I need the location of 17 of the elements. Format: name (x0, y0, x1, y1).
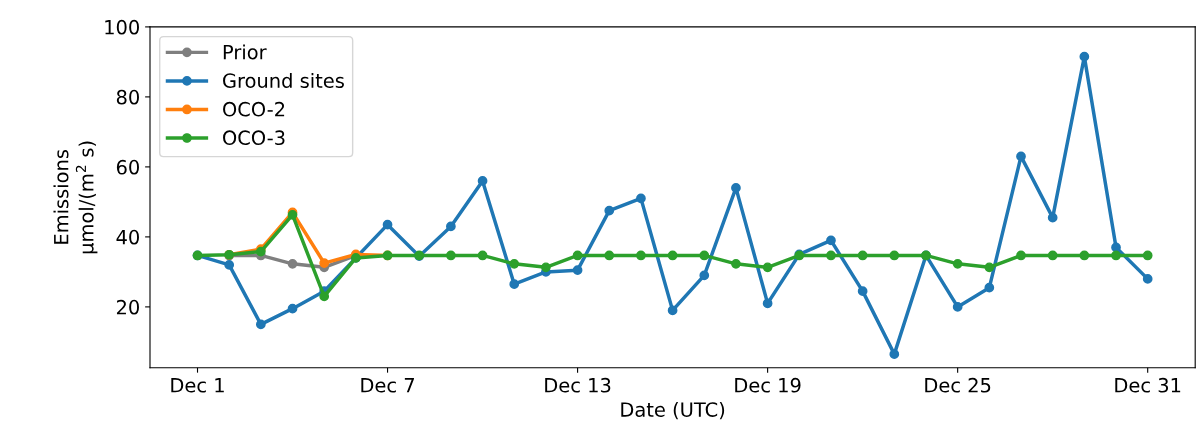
x-tick-label: Dec 13 (545, 377, 611, 393)
y-tick-label: 80 (116, 89, 139, 105)
x-tick-label: Dec 1 (171, 378, 224, 393)
y-tick-label: 100 (105, 19, 139, 35)
x-tick-label: Dec 25 (925, 377, 991, 393)
x-tick-label: Dec 31 (1115, 377, 1181, 393)
y-tick-label: 60 (116, 159, 139, 175)
legend-label: Ground sites (223, 72, 344, 88)
legend-label: Prior (223, 44, 267, 60)
x-tick-label: Dec 19 (735, 377, 801, 393)
x-axis-title: Date (UTC) (621, 401, 725, 420)
legend-label: OCO-3 (223, 130, 285, 146)
y-axis-title: Emissions μmol/(m$^{2}$ s) (53, 141, 98, 254)
x-tick-label: Dec 7 (361, 378, 414, 393)
y-tick-label: 40 (116, 229, 139, 245)
legend-label: OCO-2 (223, 101, 285, 117)
y-tick-label: 20 (116, 299, 139, 315)
